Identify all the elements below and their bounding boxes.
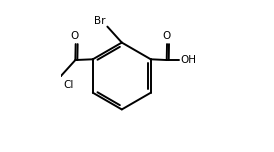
Text: O: O <box>162 31 170 41</box>
Text: OH: OH <box>181 55 197 65</box>
Text: O: O <box>71 31 79 41</box>
Text: Cl: Cl <box>63 80 74 90</box>
Text: Br: Br <box>94 16 105 26</box>
